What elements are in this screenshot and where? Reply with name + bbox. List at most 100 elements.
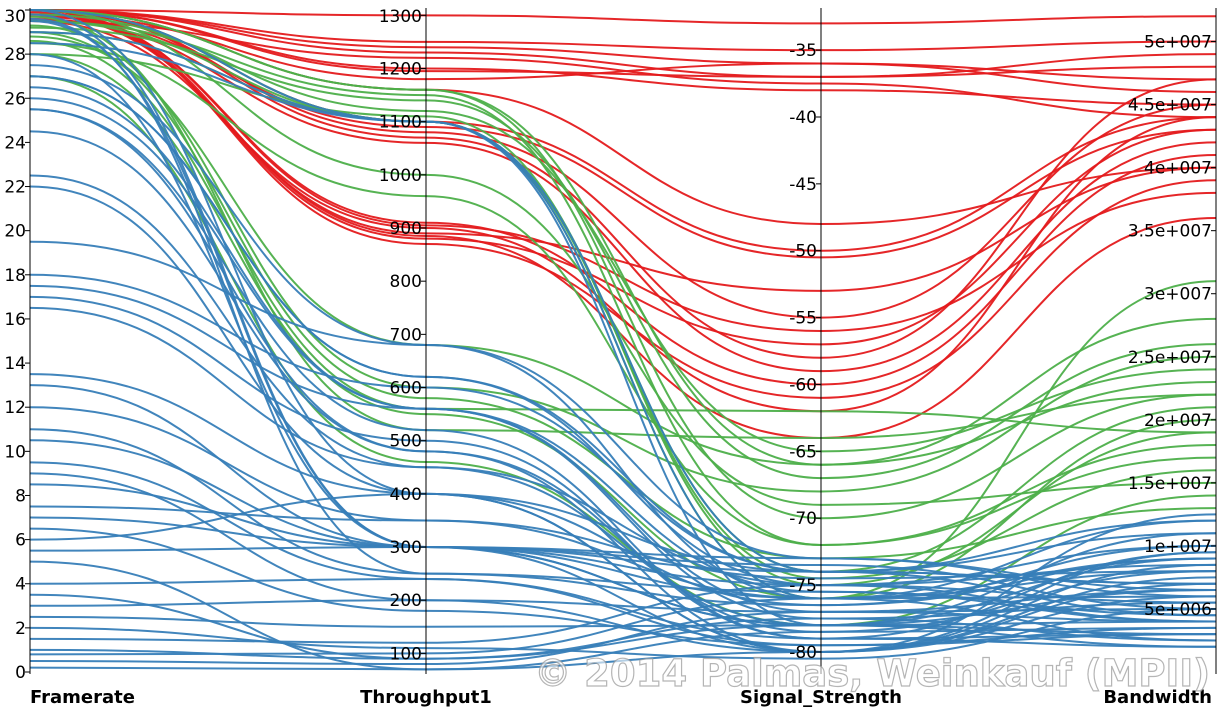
axis-signal_strength: -80 -75 -70 -65 -60 -55 -50 -45 -40 -35 Signal_Str… <box>740 8 902 708</box>
tick-label: 0 <box>15 663 26 683</box>
polylines-layer <box>29 9 1217 671</box>
data-line-cluster-blue-17 <box>29 284 1217 620</box>
data-line-cluster-red-0 <box>29 9 1217 25</box>
tick-label: 12 <box>4 398 26 418</box>
data-line-cluster-blue-32 <box>29 576 1217 653</box>
data-line-cluster-green-15 <box>29 24 1217 493</box>
data-line-cluster-blue-45 <box>29 17 1217 623</box>
tick-label: 300 <box>390 538 422 558</box>
tick-label: -70 <box>789 509 817 529</box>
data-line-cluster-blue-23 <box>29 428 1217 607</box>
tick-label: 18 <box>4 266 26 286</box>
tick-label: -75 <box>789 576 817 596</box>
data-line-cluster-blue-38 <box>29 584 1217 644</box>
data-line-cluster-blue-39 <box>29 532 1217 628</box>
tick-label: 1.5e+007 <box>1128 474 1212 494</box>
tick-label: -55 <box>789 309 817 329</box>
tick-label: 500 <box>390 432 422 452</box>
tick-label: -60 <box>789 375 817 395</box>
tick-label: 900 <box>390 219 422 239</box>
watermark-text: © 2014 Palmas, Weinkauf (MPII) <box>534 652 1210 695</box>
tick-label: 2.5e+007 <box>1128 348 1212 368</box>
tick-label: 5e+007 <box>1144 33 1212 53</box>
data-line-cluster-blue-27 <box>29 483 1217 587</box>
tick-label: 3.5e+007 <box>1128 222 1212 242</box>
tick-label: -40 <box>789 108 817 128</box>
series-cluster-blue <box>29 9 1217 671</box>
data-line-cluster-green-7 <box>29 31 1217 560</box>
data-line-cluster-red-5 <box>29 9 1217 106</box>
data-line-cluster-blue-28 <box>29 505 1217 600</box>
data-line-cluster-blue-11 <box>29 75 1217 573</box>
tick-label: 26 <box>4 89 26 109</box>
tick-label: 20 <box>4 222 26 242</box>
data-line-cluster-blue-10 <box>29 53 1217 592</box>
axes-layer: 024681012141618202224262830Framerate1002… <box>4 7 1217 708</box>
data-line-cluster-red-1 <box>29 9 1217 52</box>
data-line-cluster-green-14 <box>29 35 1217 466</box>
tick-label: 5e+006 <box>1144 600 1212 620</box>
data-line-cluster-blue-19 <box>29 306 1217 623</box>
data-line-cluster-green-6 <box>29 42 1217 546</box>
tick-label: 4e+007 <box>1144 159 1212 179</box>
data-line-cluster-blue-20 <box>29 373 1217 653</box>
data-line-cluster-red-6 <box>29 9 1217 78</box>
data-line-cluster-red-7 <box>29 13 1217 93</box>
data-line-cluster-red-20 <box>29 9 1217 439</box>
data-line-cluster-blue-0 <box>29 9 1217 573</box>
tick-label: 6 <box>15 531 26 551</box>
tick-label: -50 <box>789 242 817 262</box>
axis-title: Throughput1 <box>360 687 492 708</box>
tick-label: 28 <box>4 45 26 65</box>
data-line-cluster-blue-33 <box>29 607 1217 660</box>
tick-label: 1300 <box>379 7 422 27</box>
data-line-cluster-blue-2 <box>29 42 1217 627</box>
tick-label: 4 <box>15 575 26 595</box>
tick-label: 14 <box>4 354 26 374</box>
tick-label: 1100 <box>379 113 422 133</box>
data-line-cluster-blue-30 <box>29 546 1217 627</box>
axis-title: Bandwidth <box>1103 687 1212 708</box>
data-line-cluster-blue-41 <box>29 560 1217 671</box>
data-line-cluster-blue-3 <box>29 64 1217 598</box>
tick-label: 1e+007 <box>1144 537 1212 557</box>
tick-label: 3e+007 <box>1144 285 1212 305</box>
axis-bandwidth: 5e+006 1e+007 1.5e+007 2e+007 2.5e+007 3e+007… <box>1103 8 1217 708</box>
data-line-cluster-blue-46 <box>29 9 1217 607</box>
data-line-cluster-blue-12 <box>29 86 1217 617</box>
tick-label: 700 <box>390 325 422 345</box>
data-line-cluster-green-13 <box>29 13 1217 453</box>
tick-label: 4.5e+007 <box>1128 96 1212 116</box>
tick-label: 600 <box>390 379 422 399</box>
data-line-cluster-blue-31 <box>29 577 1217 647</box>
tick-label: 8 <box>15 486 26 506</box>
data-line-cluster-green-1 <box>29 20 1217 546</box>
tick-label: 22 <box>4 178 26 198</box>
tick-label: 16 <box>4 310 26 330</box>
data-line-cluster-blue-8 <box>29 174 1217 648</box>
tick-label: -65 <box>789 442 817 462</box>
tick-label: -80 <box>789 643 817 663</box>
tick-label: -35 <box>789 41 817 61</box>
data-line-cluster-green-8 <box>29 53 1217 600</box>
tick-label: 30 <box>4 7 26 27</box>
tick-label: 200 <box>390 591 422 611</box>
axis-title: Framerate <box>30 687 135 708</box>
tick-label: 2 <box>15 619 26 639</box>
tick-label: 1000 <box>379 166 422 186</box>
data-line-cluster-green-11 <box>29 9 1217 466</box>
tick-label: 1200 <box>379 59 422 79</box>
data-line-cluster-green-0 <box>29 9 1217 520</box>
tick-label: -45 <box>789 175 817 195</box>
tick-label: 100 <box>390 644 422 664</box>
data-line-cluster-red-18 <box>29 9 1217 332</box>
axis-title: Signal_Strength <box>740 687 902 708</box>
tick-label: 400 <box>390 485 422 505</box>
tick-label: 10 <box>4 442 26 462</box>
tick-label: 800 <box>390 272 422 292</box>
data-line-cluster-red-3 <box>29 9 1217 78</box>
data-line-cluster-green-5 <box>29 9 1217 506</box>
data-line-cluster-blue-35 <box>29 610 1217 666</box>
